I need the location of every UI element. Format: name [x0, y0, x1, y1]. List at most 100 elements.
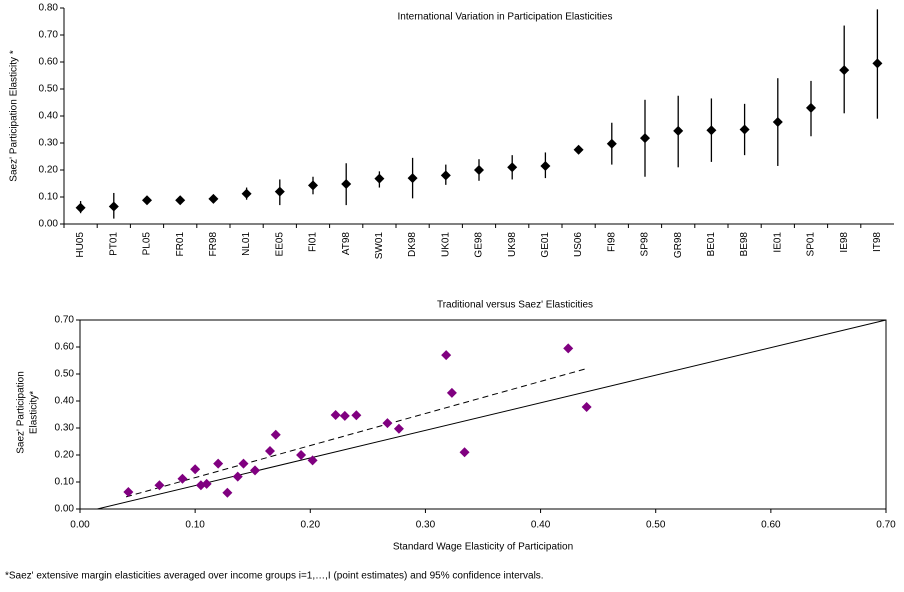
x-tick-label: 0.10 [185, 520, 205, 531]
point [330, 410, 341, 421]
point [673, 125, 684, 136]
point [407, 173, 418, 184]
y-tick-label: 0.50 [55, 369, 75, 380]
point [839, 65, 850, 76]
x-tick-label: 0.50 [646, 520, 666, 531]
point [563, 343, 574, 354]
point [238, 458, 249, 469]
y-tick-label: 0.40 [55, 396, 75, 407]
x-tick-label: FR01 [175, 232, 186, 257]
point [706, 125, 717, 136]
y-tick-label: 0.50 [39, 84, 59, 95]
point [474, 165, 484, 175]
x-tick-label: 0.30 [416, 520, 436, 531]
x-tick-label: 0.00 [70, 520, 90, 531]
point [446, 387, 457, 398]
point [581, 401, 592, 412]
x-tick-label: BE01 [706, 232, 717, 257]
point [806, 102, 816, 113]
x-tick-label: SP98 [640, 232, 651, 257]
x-tick-label: FR98 [208, 232, 219, 257]
point [440, 170, 451, 181]
x-tick-label: GE01 [540, 232, 551, 258]
point [123, 486, 134, 497]
x-tick-label: GR98 [673, 232, 684, 259]
point [393, 423, 404, 434]
y-axis-label: Elasticity* [29, 391, 40, 434]
x-tick-label: EE05 [274, 232, 285, 257]
point [208, 193, 219, 204]
chart-title: International Variation in Participation… [398, 12, 613, 23]
point [772, 116, 783, 127]
x-tick-label: SW01 [374, 232, 385, 260]
point [739, 124, 750, 135]
point [142, 195, 152, 206]
point [573, 144, 584, 155]
point [606, 138, 617, 149]
point [190, 464, 201, 475]
x-tick-label: GE98 [474, 232, 485, 258]
x-tick-label: AT98 [341, 232, 352, 256]
point [241, 188, 252, 199]
point [75, 202, 86, 213]
x-tick-label: IT98 [872, 232, 883, 252]
x-tick-label: US06 [573, 232, 584, 257]
x-tick-label: UK01 [440, 232, 451, 257]
point [154, 480, 165, 491]
point [507, 162, 518, 173]
point [274, 186, 285, 197]
reference-line [97, 319, 887, 510]
point [374, 173, 385, 184]
y-tick-label: 0.00 [39, 219, 59, 230]
y-tick-label: 0.30 [55, 423, 75, 434]
plot-frame [79, 319, 887, 510]
point [250, 465, 261, 476]
point [108, 201, 119, 212]
x-tick-label: 0.20 [301, 520, 321, 531]
point [222, 487, 233, 498]
point [441, 350, 452, 361]
trend-line [125, 368, 587, 498]
point [264, 445, 275, 456]
point [308, 180, 318, 191]
x-tick-label: 0.60 [761, 520, 781, 531]
y-tick-label: 0.30 [39, 138, 59, 149]
point [382, 418, 393, 429]
x-tick-label: SP01 [806, 232, 817, 257]
x-tick-label: IE98 [839, 232, 850, 253]
x-tick-label: NL01 [241, 232, 252, 256]
x-tick-label: HU05 [75, 232, 86, 258]
x-tick-label: PT01 [108, 232, 119, 256]
x-tick-label: BE98 [739, 232, 750, 257]
x-axis-label: Standard Wage Elasticity of Participatio… [393, 542, 573, 553]
chart-title: Traditional versus Saez' Elasticities [437, 300, 593, 311]
y-axis-label: Saez' Participation [16, 371, 27, 454]
point [339, 410, 350, 421]
point [540, 160, 551, 171]
x-tick-label: FI98 [606, 232, 617, 252]
x-tick-label: 0.70 [876, 520, 896, 531]
y-tick-label: 0.20 [39, 165, 59, 176]
x-tick-label: FI01 [308, 232, 319, 252]
y-axis-label: Saez' Participation Elasticity * [9, 50, 20, 182]
y-tick-label: 0.70 [39, 30, 59, 41]
x-tick-label: PL05 [142, 232, 153, 256]
footnote: *Saez' extensive margin elasticities ave… [5, 571, 544, 582]
x-tick-label: IE01 [772, 232, 783, 253]
y-tick-label: 0.10 [55, 477, 75, 488]
point [459, 447, 470, 458]
point [872, 58, 883, 69]
point [175, 195, 186, 206]
point [307, 455, 318, 466]
x-tick-label: UK98 [507, 232, 518, 257]
x-tick-label: DK98 [407, 232, 418, 257]
y-tick-label: 0.60 [39, 57, 59, 68]
point [640, 133, 650, 144]
y-tick-label: 0.70 [55, 315, 75, 326]
point [270, 429, 281, 440]
y-tick-label: 0.60 [55, 342, 75, 353]
point [232, 471, 243, 482]
y-tick-label: 0.10 [39, 192, 59, 203]
point [213, 458, 224, 469]
